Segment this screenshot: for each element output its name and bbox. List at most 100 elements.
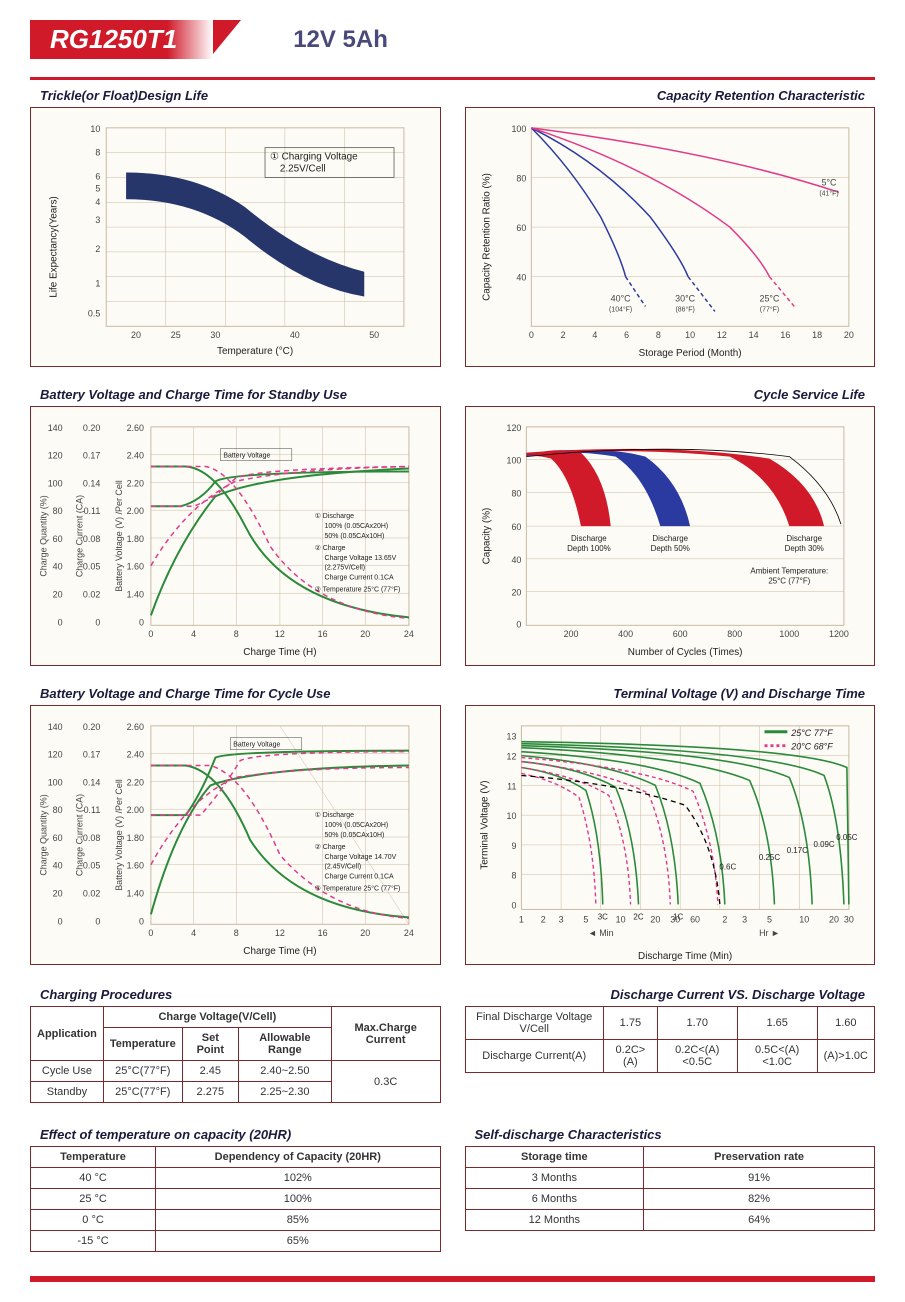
svg-text:① Charging Voltage: ① Charging Voltage <box>270 152 358 163</box>
header-stripe <box>30 77 875 80</box>
svg-text:Number of Cycles (Times): Number of Cycles (Times) <box>627 647 742 658</box>
svg-text:200: 200 <box>563 629 578 639</box>
svg-text:11: 11 <box>507 781 516 791</box>
retention-chart: 40°C(104°F) 30°C(86°F) 25°C(77°F) 5°C(41… <box>465 107 876 367</box>
svg-text:2.00: 2.00 <box>127 805 144 815</box>
datasheet-page: RG1250T1 12V 5Ah Trickle(or Float)Design… <box>0 0 905 1302</box>
svg-text:4: 4 <box>95 197 100 207</box>
svg-text:0: 0 <box>148 629 153 639</box>
svg-text:0.11: 0.11 <box>84 805 101 815</box>
svg-text:0: 0 <box>528 330 533 340</box>
table-row: 40 °C102% <box>31 1168 441 1189</box>
charging-procedures-title: Charging Procedures <box>40 987 441 1002</box>
svg-text:2.40: 2.40 <box>127 451 144 461</box>
svg-text:(41°F): (41°F) <box>819 189 838 197</box>
svg-text:Charge Time (H): Charge Time (H) <box>243 946 316 957</box>
svg-text:25°C (77°F): 25°C (77°F) <box>768 577 810 586</box>
svg-text:0.08: 0.08 <box>83 534 100 544</box>
svg-text:0.02: 0.02 <box>83 889 100 899</box>
svg-text:2.00: 2.00 <box>127 506 144 516</box>
svg-text:60: 60 <box>516 223 526 233</box>
svg-text:5: 5 <box>583 914 588 924</box>
cyclelife-chart: DischargeDepth 100% DischargeDepth 50% D… <box>465 406 876 666</box>
svg-text:60: 60 <box>53 833 63 843</box>
svg-text:① Discharge: ① Discharge <box>315 512 355 520</box>
svg-text:20: 20 <box>650 914 660 924</box>
svg-text:80: 80 <box>516 173 526 183</box>
svg-text:60: 60 <box>690 914 700 924</box>
svg-text:10: 10 <box>506 811 516 821</box>
svg-text:20: 20 <box>131 330 141 340</box>
svg-text:0.14: 0.14 <box>83 777 100 787</box>
trickle-title: Trickle(or Float)Design Life <box>40 88 441 103</box>
svg-text:Discharge Time (Min): Discharge Time (Min) <box>638 951 732 962</box>
svg-text:0.11: 0.11 <box>84 506 101 516</box>
svg-text:3: 3 <box>95 215 100 225</box>
svg-text:0.02: 0.02 <box>83 590 100 600</box>
product-spec: 12V 5Ah <box>293 26 388 54</box>
svg-text:600: 600 <box>672 629 687 639</box>
svg-text:30: 30 <box>210 330 220 340</box>
svg-text:2.60: 2.60 <box>127 423 144 433</box>
svg-text:0.14: 0.14 <box>83 478 100 488</box>
svg-text:400: 400 <box>618 629 633 639</box>
svg-text:Depth 50%: Depth 50% <box>650 544 689 553</box>
svg-text:40: 40 <box>511 555 521 565</box>
svg-text:(77°F): (77°F) <box>759 305 778 313</box>
th-application: Application <box>31 1007 104 1061</box>
cyclelife-section: Cycle Service Life DischargeDepth 100% <box>465 381 876 666</box>
table-row: 3 Months91% <box>465 1168 875 1189</box>
svg-text:20: 20 <box>843 330 853 340</box>
svg-text:25°C: 25°C <box>759 294 779 304</box>
terminal-section: Terminal Voltage (V) and Discharge Time <box>465 680 876 965</box>
svg-text:20: 20 <box>53 590 63 600</box>
svg-text:Discharge: Discharge <box>571 534 607 543</box>
svg-text:② Charge: ② Charge <box>315 544 346 552</box>
svg-text:4: 4 <box>191 928 196 938</box>
svg-text:50: 50 <box>369 330 379 340</box>
svg-text:8: 8 <box>234 928 239 938</box>
svg-text:12: 12 <box>716 330 726 340</box>
table-row: Final Discharge Voltage V/Cell 1.75 1.70… <box>465 1007 875 1040</box>
th-chargevoltage: Charge Voltage(V/Cell) <box>103 1007 331 1028</box>
svg-text:50% (0.05CAx10H): 50% (0.05CAx10H) <box>325 832 385 839</box>
svg-text:1.60: 1.60 <box>127 562 144 572</box>
svg-text:40: 40 <box>516 273 526 283</box>
header: RG1250T1 12V 5Ah <box>30 20 875 80</box>
svg-text:80: 80 <box>53 506 63 516</box>
standby-chart: Battery Voltage Charge Quantity (%) Char… <box>30 406 441 666</box>
svg-text:40°C: 40°C <box>610 294 630 304</box>
svg-text:800: 800 <box>727 629 742 639</box>
svg-text:9: 9 <box>511 841 516 851</box>
terminal-chart: 25°C 77°F 20°C 68°F 3C2C1C 0.6C0.25C0.17… <box>465 705 876 965</box>
table-row: Cycle Use 25°C(77°F) 2.45 2.40~2.50 0.3C <box>31 1061 441 1082</box>
svg-text:4: 4 <box>191 629 196 639</box>
retention-title: Capacity Retention Characteristic <box>465 88 866 103</box>
svg-text:(104°F): (104°F) <box>609 305 632 313</box>
svg-text:140: 140 <box>48 722 63 732</box>
svg-text:100: 100 <box>511 124 526 134</box>
svg-text:1.80: 1.80 <box>127 534 144 544</box>
svg-text:16: 16 <box>780 330 790 340</box>
svg-text:24: 24 <box>404 629 414 639</box>
selfdischarge-block: Self-discharge Characteristics Storage t… <box>465 1117 876 1252</box>
terminal-title: Terminal Voltage (V) and Discharge Time <box>465 686 866 701</box>
svg-text:2: 2 <box>95 244 100 254</box>
cycleuse-title: Battery Voltage and Charge Time for Cycl… <box>40 686 441 701</box>
svg-text:16: 16 <box>318 928 328 938</box>
svg-text:③ Temperature 25°C (77°F): ③ Temperature 25°C (77°F) <box>315 885 401 893</box>
svg-text:20°C 68°F: 20°C 68°F <box>790 742 833 752</box>
svg-text:16: 16 <box>318 629 328 639</box>
svg-text:10: 10 <box>799 914 809 924</box>
svg-text:0.05: 0.05 <box>83 861 100 871</box>
svg-text:Life Expectancy(Years): Life Expectancy(Years) <box>49 196 60 298</box>
svg-text:10: 10 <box>615 914 625 924</box>
svg-text:1: 1 <box>95 279 100 289</box>
svg-text:2: 2 <box>722 914 727 924</box>
svg-text:2.20: 2.20 <box>127 478 144 488</box>
standby-section: Battery Voltage and Charge Time for Stan… <box>30 381 441 666</box>
trickle-section: Trickle(or Float)Design Life ① Charging … <box>30 82 441 367</box>
svg-text:Charge Current 0.1CA: Charge Current 0.1CA <box>325 874 394 881</box>
table-row: -15 °C65% <box>31 1231 441 1252</box>
svg-text:100% (0.05CAx20H): 100% (0.05CAx20H) <box>325 822 389 829</box>
